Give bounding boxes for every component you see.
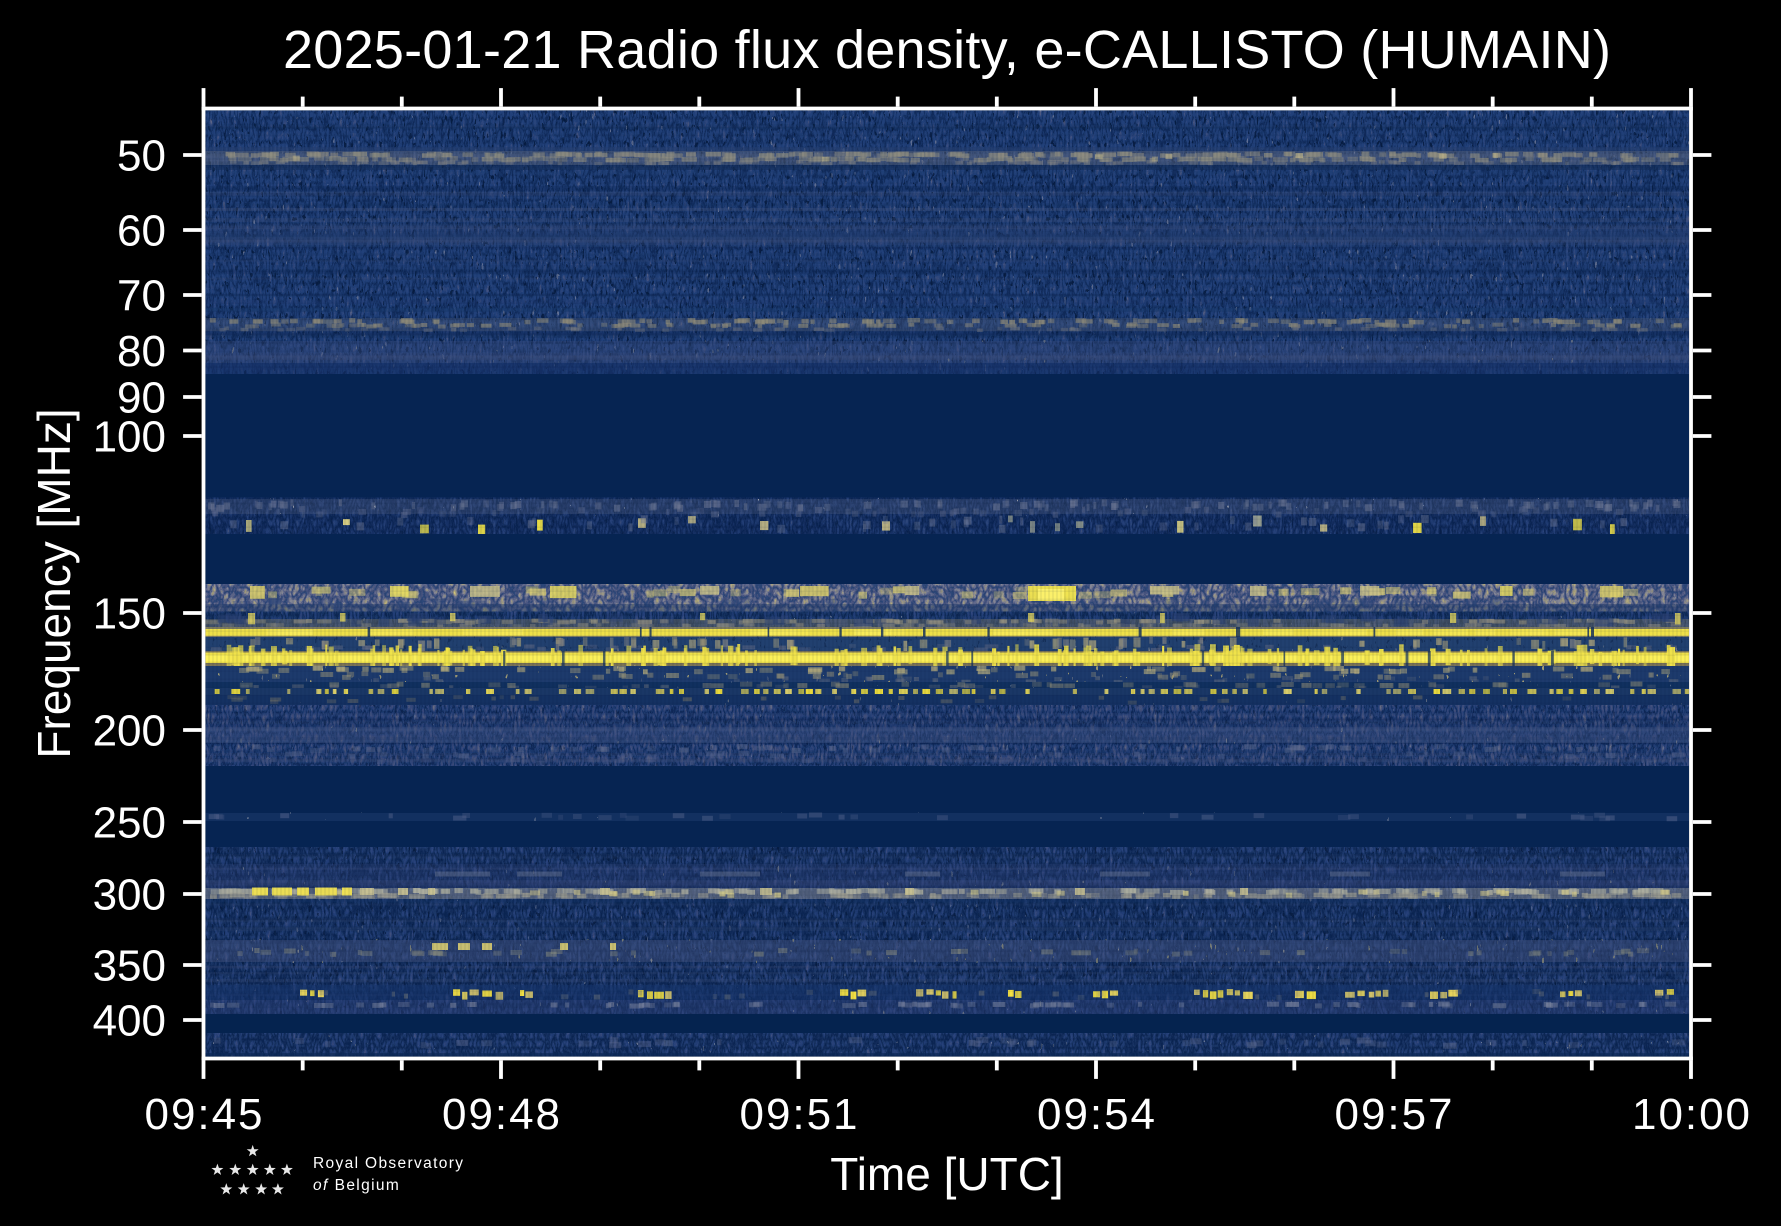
svg-text:400: 400 xyxy=(93,997,166,1046)
svg-text:80: 80 xyxy=(117,327,166,376)
svg-text:09:54: 09:54 xyxy=(1037,1090,1155,1139)
svg-text:09:51: 09:51 xyxy=(740,1090,858,1139)
svg-text:09:45: 09:45 xyxy=(145,1090,263,1139)
svg-text:2025-01-21 Radio flux density,: 2025-01-21 Radio flux density, e-CALLIST… xyxy=(283,20,1611,80)
svg-text:300: 300 xyxy=(93,871,166,920)
svg-text:10:00: 10:00 xyxy=(1632,1090,1750,1139)
svg-text:100: 100 xyxy=(93,413,166,462)
svg-text:250: 250 xyxy=(93,799,166,848)
svg-text:09:48: 09:48 xyxy=(442,1090,560,1139)
svg-text:Royal Observatory: Royal Observatory xyxy=(313,1155,464,1172)
svg-text:350: 350 xyxy=(93,942,166,991)
svg-text:Frequency [MHz]: Frequency [MHz] xyxy=(28,408,80,758)
svg-text:Time [UTC]: Time [UTC] xyxy=(830,1148,1063,1200)
svg-text:70: 70 xyxy=(117,272,166,321)
svg-text:150: 150 xyxy=(93,590,166,639)
svg-text:90: 90 xyxy=(117,374,166,423)
svg-text:60: 60 xyxy=(117,207,166,256)
svg-text:09:57: 09:57 xyxy=(1335,1090,1453,1139)
svg-text:50: 50 xyxy=(117,132,166,181)
svg-text:200: 200 xyxy=(93,707,166,756)
